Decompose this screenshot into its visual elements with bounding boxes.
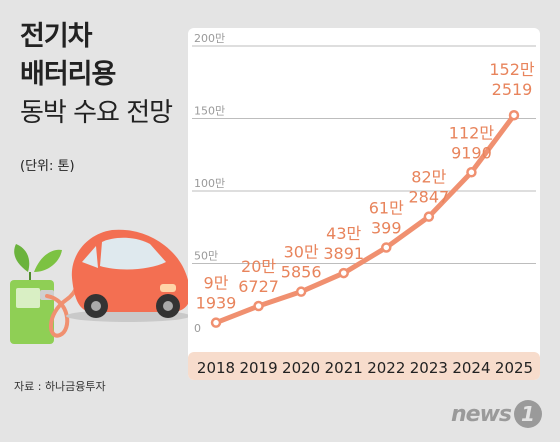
data-label: 9190	[451, 143, 492, 162]
data-label: 3891	[323, 244, 364, 263]
data-label: 152만	[489, 60, 535, 79]
title-line-1: 전기차	[20, 21, 93, 52]
leaf-right-icon	[34, 249, 62, 272]
leaf-left-icon	[14, 244, 30, 272]
data-label: 82만	[411, 168, 446, 187]
data-label: 5856	[281, 263, 322, 282]
data-point	[381, 242, 392, 253]
y-tick-label: 100만	[194, 177, 225, 190]
data-label: 61만	[369, 198, 404, 217]
y-tick-label: 0	[194, 322, 201, 335]
charging-cable	[45, 282, 80, 338]
data-label: 2519	[492, 80, 533, 99]
x-tick-label: 2023	[410, 359, 448, 377]
logo-mark: 1	[514, 400, 542, 428]
x-tick-label: 2021	[325, 359, 363, 377]
data-label: 1939	[196, 294, 237, 313]
title-line-2: 배터리용	[20, 59, 116, 90]
x-tick-label: 2025	[495, 359, 533, 377]
data-label: 2847	[408, 188, 449, 207]
data-point	[210, 317, 222, 328]
y-tick-label: 50만	[194, 250, 218, 263]
logo-text: news	[450, 401, 512, 427]
x-axis-ticks: 2018 2019 2020 2021 2022 2023 2024 2025	[197, 359, 533, 377]
y-axis-ticks: 0 50만 100만 150만 200만	[194, 32, 225, 335]
data-point	[338, 267, 349, 279]
data-point	[253, 300, 264, 312]
title-line-3: 동박 수요 전망	[20, 98, 173, 128]
data-label: 30만	[284, 243, 319, 262]
x-tick-label: 2022	[367, 359, 405, 377]
data-label: 20만	[241, 257, 276, 276]
x-tick-label: 2020	[282, 359, 320, 377]
data-point	[423, 211, 435, 222]
x-tick-label: 2019	[239, 359, 277, 377]
unit-label: (단위: 톤)	[20, 159, 75, 174]
data-label: 43만	[326, 224, 361, 243]
data-label: 9만	[204, 274, 229, 293]
data-label: 6727	[238, 277, 279, 296]
x-axis-band	[188, 352, 540, 380]
y-tick-label: 200만	[194, 32, 225, 45]
data-points	[210, 109, 520, 328]
data-point	[295, 286, 307, 297]
series-line	[213, 112, 517, 326]
car-icon	[66, 229, 190, 322]
data-point	[466, 167, 477, 178]
data-label: 112만	[449, 123, 495, 142]
x-tick-label: 2018	[197, 359, 235, 377]
y-tick-label: 150만	[194, 105, 225, 118]
title-block: 전기차 배터리용 동박 수요 전망	[20, 18, 173, 132]
data-point	[508, 109, 520, 121]
chart-panel	[188, 28, 540, 380]
x-tick-label: 2024	[452, 359, 490, 377]
news1-logo: news 1	[451, 400, 542, 428]
data-label: 399	[371, 218, 402, 237]
source-label: 자료 : 하나금융투자	[14, 380, 106, 393]
